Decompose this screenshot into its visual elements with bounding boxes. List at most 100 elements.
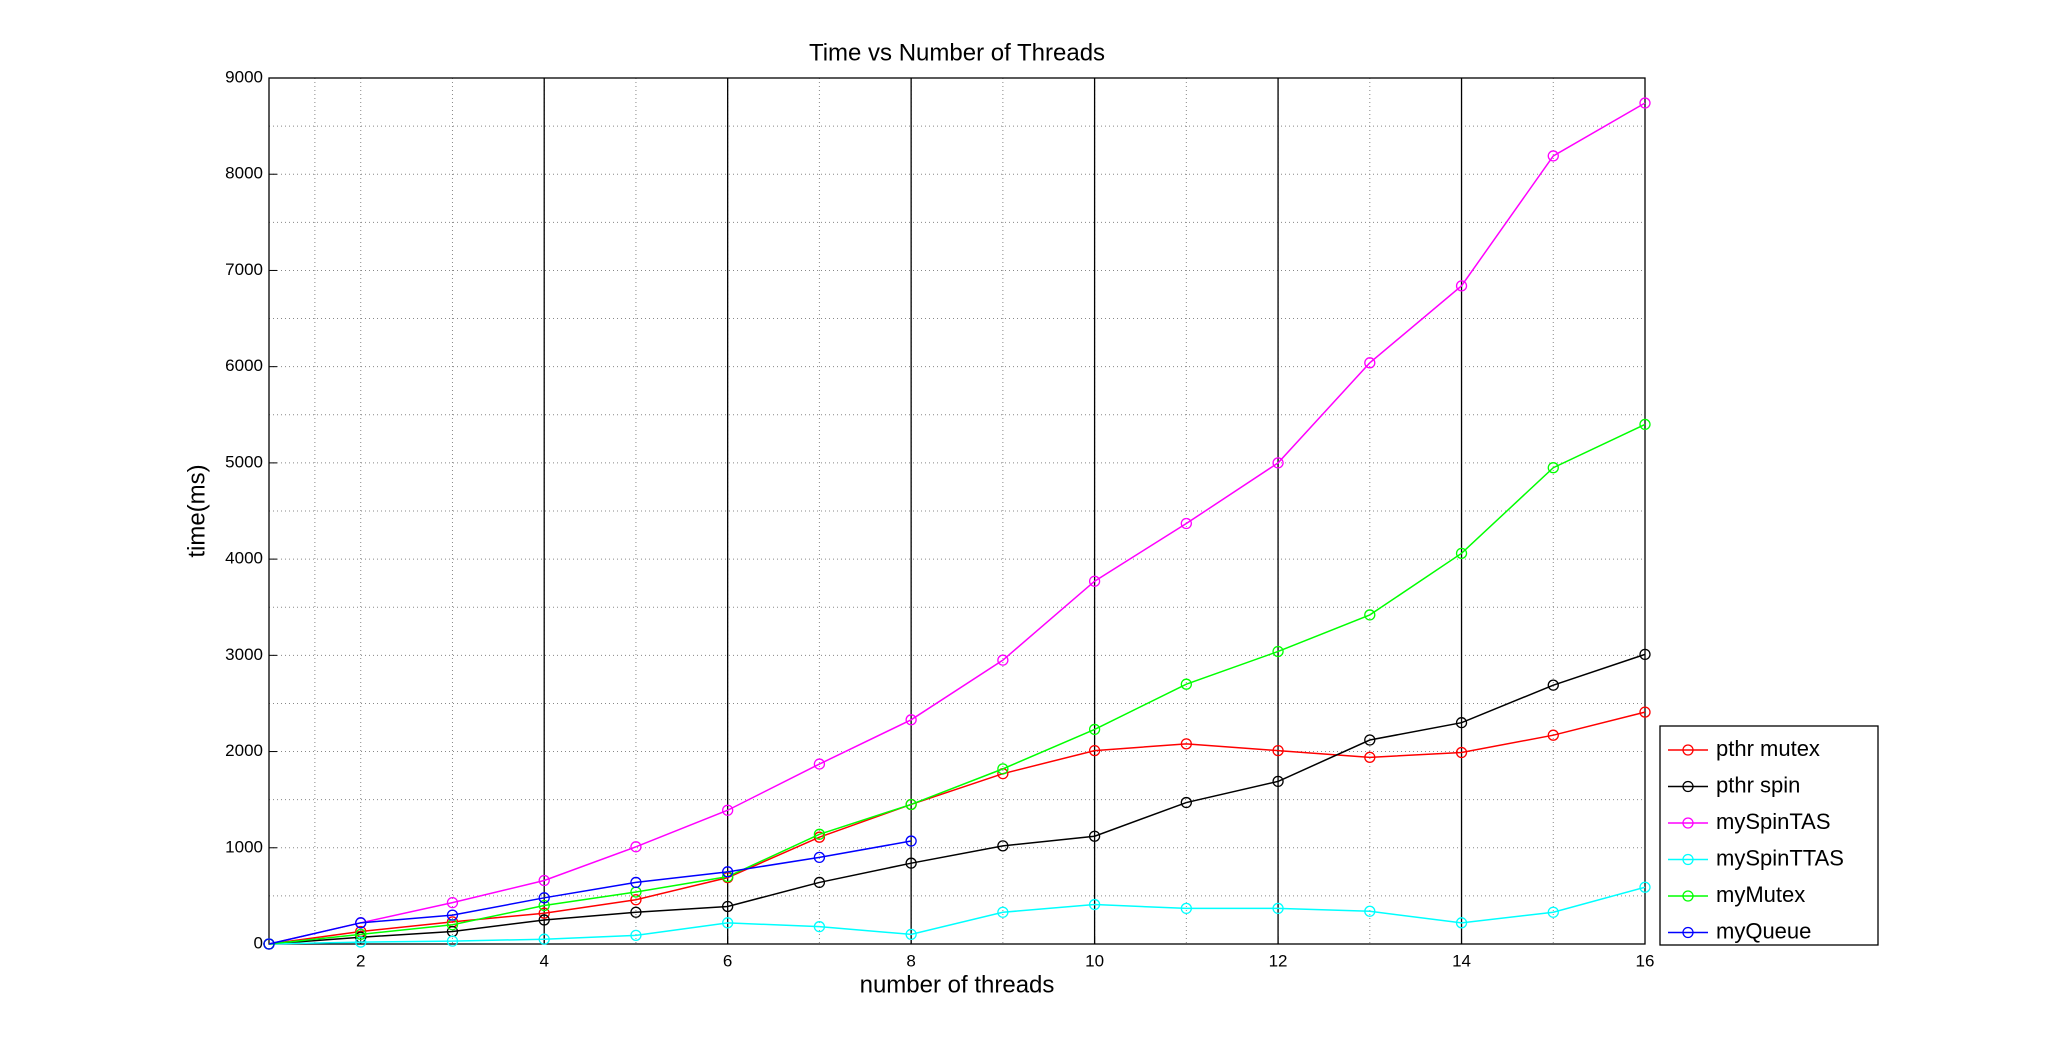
- data-point: [1364, 905, 1376, 917]
- data-point: [1639, 648, 1651, 661]
- data-point: [905, 714, 917, 726]
- data-point: [1088, 723, 1101, 736]
- data-point: [355, 936, 367, 948]
- data-point: [813, 876, 826, 889]
- chart-title: Time vs Number of Threads: [809, 39, 1105, 66]
- data-point: [1180, 796, 1192, 809]
- data-point: [813, 828, 826, 840]
- data-point: [1639, 881, 1651, 893]
- legend-label: pthr mutex: [1716, 736, 1820, 761]
- x-tick-label: 14: [1452, 951, 1471, 970]
- data-point: [722, 866, 734, 878]
- series-line: [268, 102, 1646, 945]
- y-tick-label: 4000: [225, 549, 263, 568]
- data-point: [1088, 575, 1101, 587]
- data-point: [263, 938, 275, 950]
- legend-label: myMutex: [1716, 882, 1805, 907]
- series-line: [268, 711, 1646, 945]
- legend-marker: [1682, 744, 1694, 756]
- legend-marker: [1682, 853, 1694, 866]
- legend-label: pthr spin: [1716, 772, 1800, 797]
- x-tick-label: 4: [539, 951, 548, 970]
- data-point: [538, 933, 550, 945]
- legend-label: myQueue: [1716, 918, 1811, 943]
- data-point: [538, 892, 550, 904]
- x-tick-label: 16: [1636, 951, 1655, 970]
- data-point: [630, 876, 642, 889]
- data-point: [1364, 357, 1376, 369]
- data-point: [355, 917, 367, 929]
- data-point: [538, 907, 550, 919]
- data-point: [905, 798, 917, 811]
- data-point: [722, 917, 734, 929]
- legend-marker: [1682, 817, 1694, 829]
- x-tick-label: 12: [1269, 951, 1288, 970]
- series-line: [268, 840, 912, 945]
- data-point: [1088, 830, 1101, 842]
- data-point: [1455, 547, 1468, 559]
- x-tick-label: 10: [1085, 951, 1104, 970]
- data-point: [997, 763, 1009, 775]
- data-point: [1455, 717, 1468, 729]
- data-point: [813, 921, 826, 933]
- data-point: [1364, 734, 1376, 746]
- data-point: [1455, 917, 1468, 929]
- data-point: [1180, 517, 1192, 530]
- data-point: [997, 840, 1009, 852]
- data-point: [1088, 898, 1101, 911]
- data-point: [905, 928, 917, 941]
- data-point: [905, 835, 917, 847]
- data-point: [1180, 902, 1192, 915]
- data-point: [1180, 678, 1192, 690]
- data-point: [1547, 679, 1559, 691]
- data-point: [1547, 729, 1559, 741]
- data-point: [446, 896, 459, 909]
- legend-marker: [1682, 780, 1694, 793]
- data-point: [1455, 280, 1468, 292]
- series-line: [268, 423, 1646, 945]
- data-point: [1364, 751, 1376, 763]
- data-point: [722, 804, 734, 816]
- y-axis-label: time(ms): [183, 464, 210, 557]
- x-tick-label: 2: [356, 951, 365, 970]
- data-point: [1639, 97, 1651, 109]
- data-point: [1272, 744, 1284, 757]
- data-point: [538, 874, 550, 887]
- data-point: [630, 929, 642, 941]
- legend-marker: [1682, 890, 1694, 902]
- data-point: [1547, 462, 1559, 474]
- y-tick-label: 8000: [225, 164, 263, 183]
- legend-box: [1659, 725, 1879, 946]
- y-tick-label: 1000: [225, 837, 263, 856]
- data-point: [630, 894, 642, 906]
- y-tick-label: 7000: [225, 260, 263, 279]
- data-point: [630, 906, 642, 918]
- y-tick-label: 6000: [225, 356, 263, 375]
- data-point: [813, 851, 826, 864]
- data-point: [1088, 744, 1101, 757]
- data-point: [1272, 457, 1284, 469]
- legend-label: mySpinTTAS: [1716, 845, 1844, 870]
- data-point: [1639, 706, 1651, 718]
- x-tick-label: 6: [723, 951, 732, 970]
- data-point: [1364, 609, 1376, 621]
- x-tick-label: 8: [906, 951, 915, 970]
- plot-frame: [268, 77, 1646, 945]
- data-point: [813, 758, 826, 770]
- legend-marker: [1682, 926, 1694, 939]
- data-point: [1180, 738, 1192, 750]
- data-point: [538, 899, 550, 912]
- y-tick-label: 3000: [225, 645, 263, 664]
- data-point: [1455, 746, 1468, 759]
- data-point: [630, 841, 642, 853]
- y-tick-label: 9000: [225, 67, 263, 86]
- data-point: [1547, 150, 1559, 162]
- data-point: [1272, 775, 1284, 788]
- legend-label: mySpinTAS: [1716, 809, 1831, 834]
- data-point: [1272, 902, 1284, 915]
- data-point: [446, 935, 459, 947]
- data-point: [722, 900, 734, 913]
- series-line: [268, 653, 1646, 945]
- series-line: [268, 886, 1646, 945]
